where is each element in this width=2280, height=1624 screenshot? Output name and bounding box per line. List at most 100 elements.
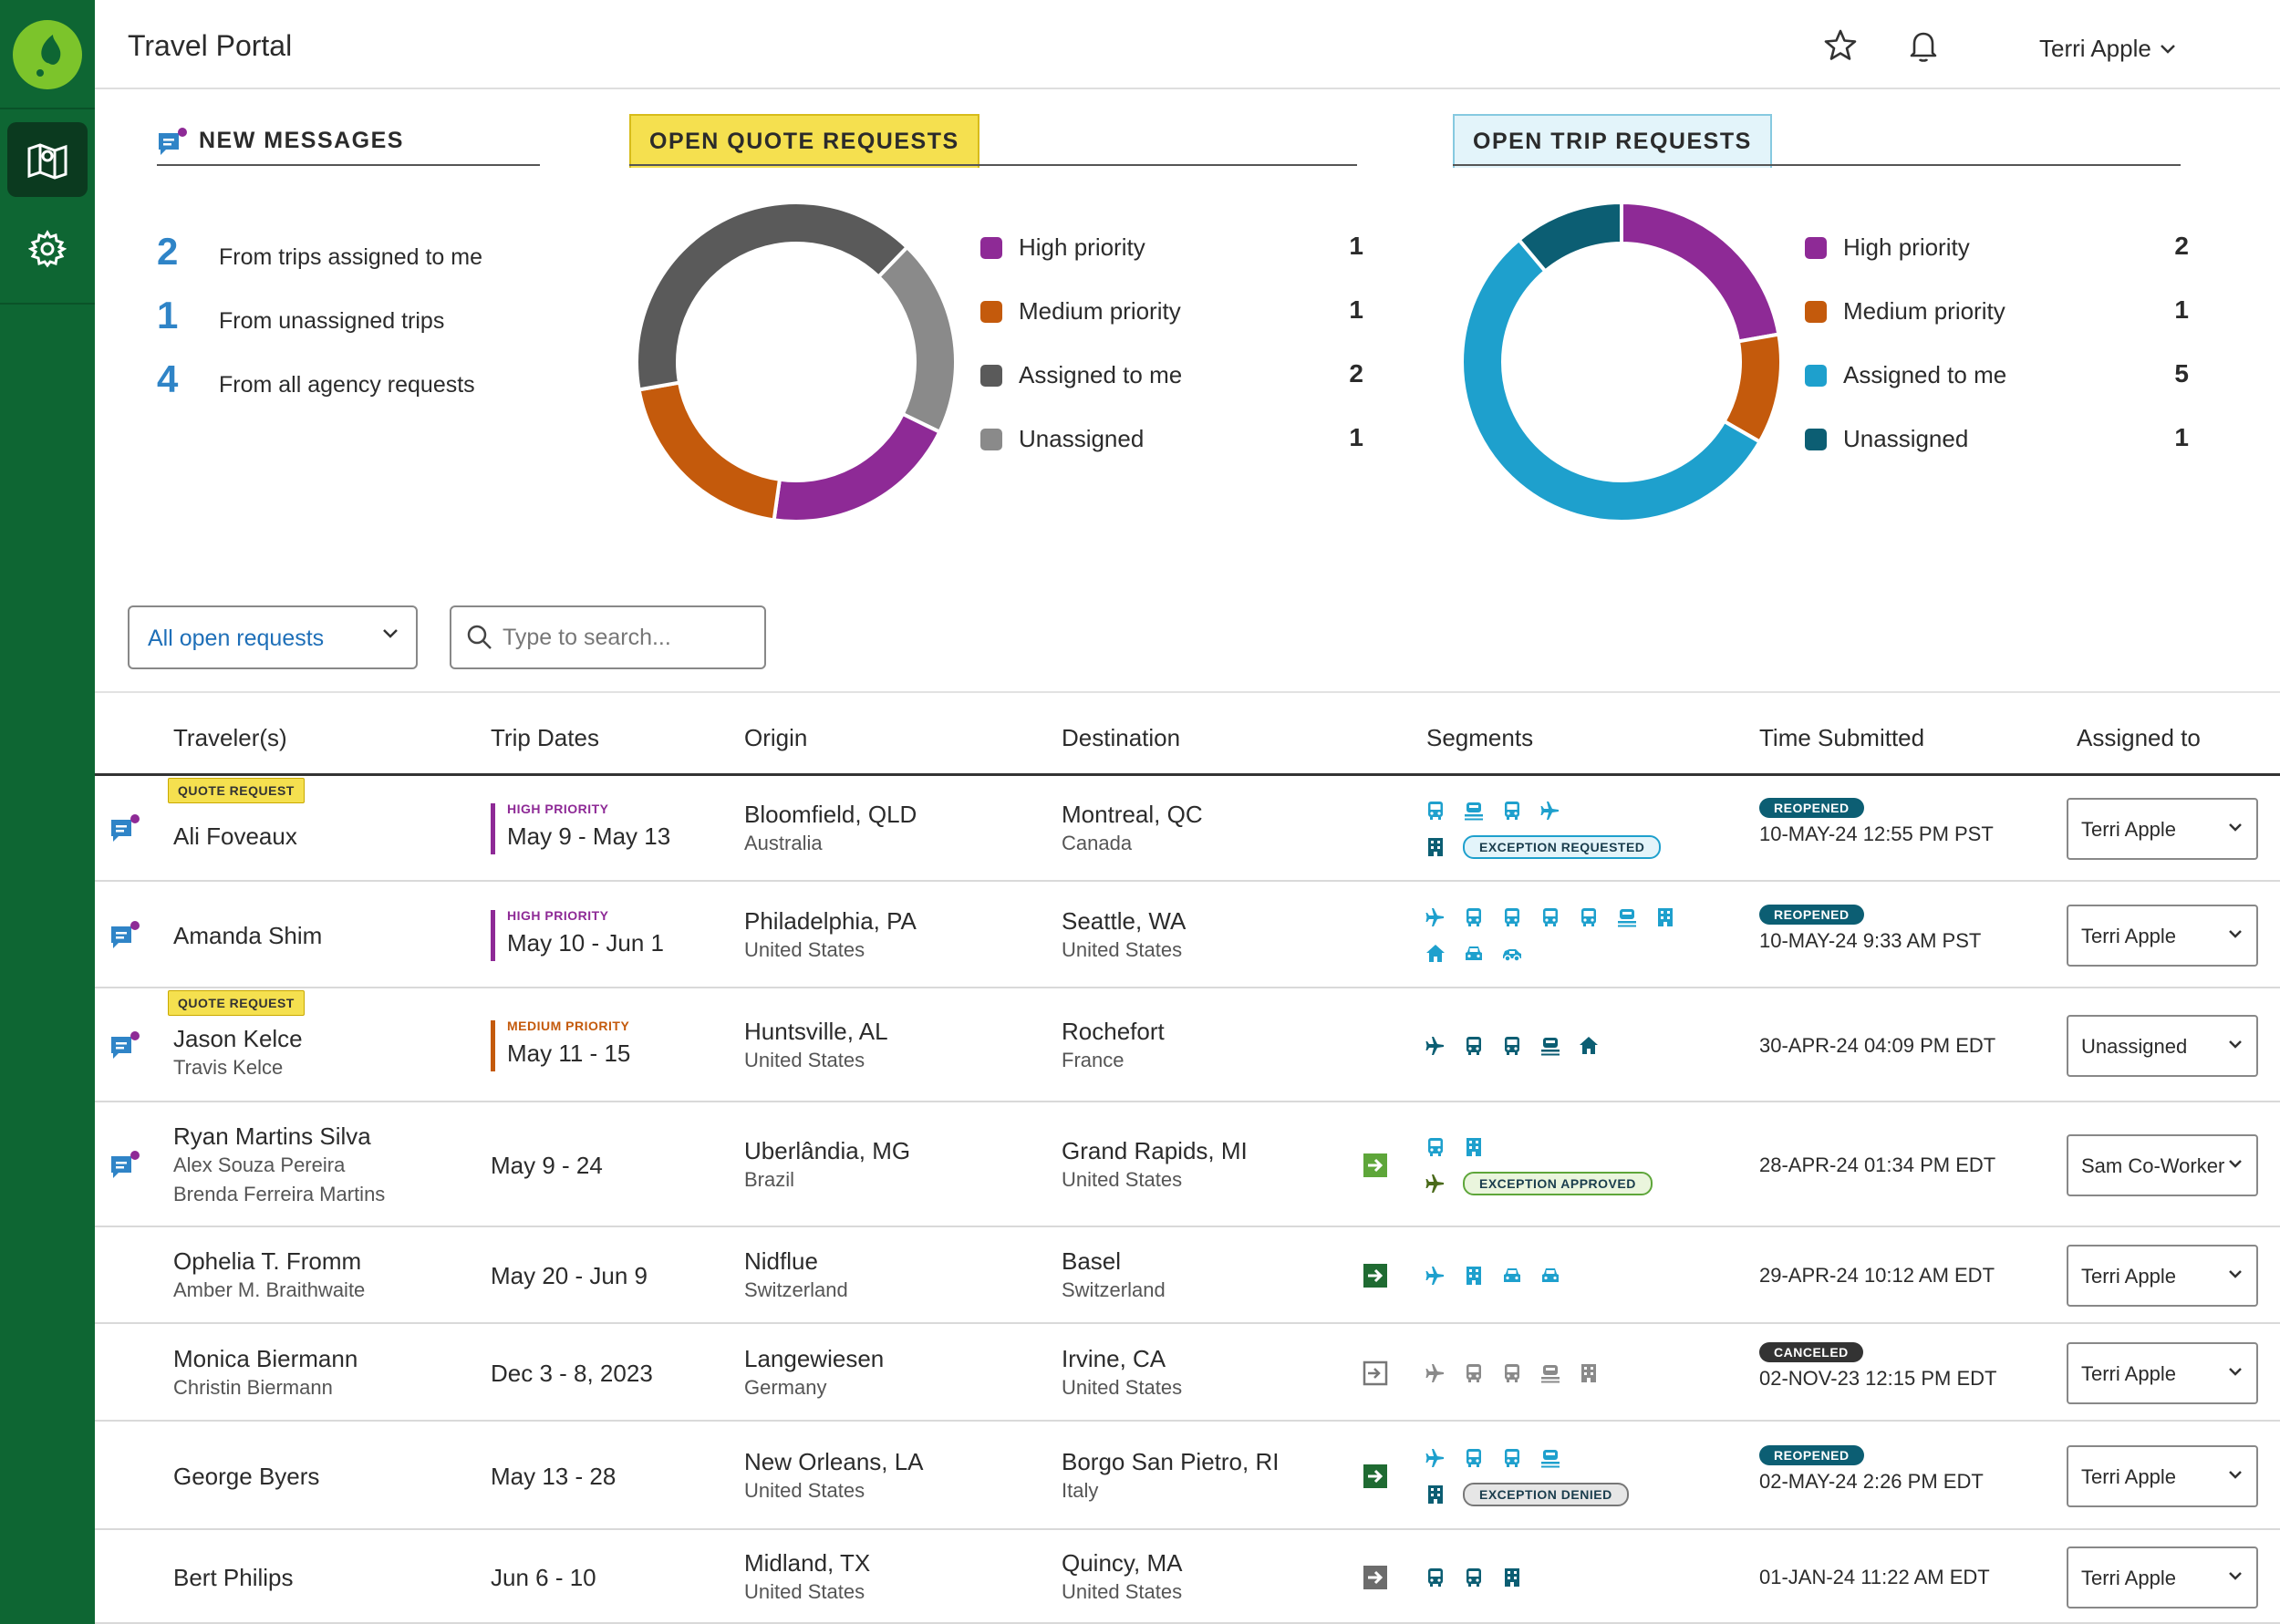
assignee-select[interactable]: Sam Co-Worker	[2067, 1133, 2258, 1196]
chevron-down-icon	[2229, 1571, 2242, 1580]
legend-value: 1	[1349, 423, 1363, 451]
assignee-value: Terri Apple	[2081, 1265, 2176, 1288]
exception-badge: EXCEPTION DENIED	[1463, 1482, 1629, 1506]
assignee-select[interactable]: Terri Apple	[2067, 1245, 2258, 1307]
chevron-down-icon	[2229, 1040, 2242, 1049]
bus-icon	[1505, 1363, 1519, 1382]
donut-slice-high-priority[interactable]	[772, 411, 942, 522]
legend-item[interactable]: High priority	[980, 233, 1145, 262]
assignee-select[interactable]: Unassigned	[2067, 1014, 2258, 1077]
message-summary-row[interactable]: 4 From all agency requests	[157, 357, 475, 401]
legend-item[interactable]: Medium priority	[1805, 297, 2005, 326]
traveler-name[interactable]: Ryan Martins Silva	[173, 1122, 371, 1150]
gear-icon	[28, 230, 67, 268]
trip-donut-chart	[1462, 202, 1781, 522]
assignee-select[interactable]: Terri Apple	[2067, 1444, 2258, 1507]
donut-slice-unassigned[interactable]	[1516, 202, 1623, 274]
hotel-icon	[1658, 907, 1673, 926]
star-icon[interactable]	[1822, 27, 1859, 64]
nav-settings-button[interactable]	[7, 212, 88, 286]
top-header: Travel Portal Terri Apple	[95, 0, 2280, 89]
hotel-icon	[1466, 1137, 1481, 1156]
traveler-name[interactable]: Jason Kelce	[173, 1024, 303, 1052]
user-menu[interactable]: Terri Apple	[2039, 35, 2177, 63]
legend-item[interactable]: Medium priority	[980, 297, 1181, 326]
message-icon[interactable]	[109, 1149, 142, 1182]
donut-slice-unassigned[interactable]	[876, 244, 956, 435]
destination-country: Switzerland	[1062, 1278, 1166, 1301]
donut-slice-medium-priority[interactable]	[637, 380, 782, 522]
table-row[interactable]: Jason Kelce Travis Kelce QUOTE REQUEST MEDI…	[95, 988, 2280, 1102]
table-row[interactable]: Amanda Shim HIGH PRIORITY May 10 - Jun 1 Ph…	[95, 882, 2280, 988]
column-header-assigned-to[interactable]: Assigned to	[2077, 724, 2201, 751]
priority-label: HIGH PRIORITY	[507, 907, 609, 923]
destination-city: Grand Rapids, MI	[1062, 1136, 1248, 1164]
message-icon[interactable]	[109, 812, 142, 845]
assignee-select[interactable]: Terri Apple	[2067, 1341, 2258, 1404]
tab-open-trip-requests[interactable]: OPEN TRIP REQUESTS	[1453, 114, 1772, 168]
message-count: 1	[157, 294, 179, 336]
request-filter-select[interactable]: All open requests	[128, 605, 418, 669]
segment-icon-group	[1425, 1257, 1561, 1294]
legend-item[interactable]: Unassigned	[1805, 425, 1968, 453]
table-row[interactable]: Ophelia T. Fromm Amber M. Braithwaite May …	[95, 1227, 2280, 1324]
travelers-cell: George Byers	[173, 1462, 319, 1491]
message-summary-row[interactable]: 2 From trips assigned to me	[157, 230, 482, 274]
bell-icon[interactable]	[1905, 27, 1942, 64]
legend-value: 1	[1349, 232, 1363, 260]
origin-country: United States	[744, 1478, 865, 1502]
traveler-name[interactable]: Ali Foveaux	[173, 822, 297, 850]
trip-dates: May 13 - 28	[491, 1462, 617, 1490]
segments-cell	[1425, 1559, 1523, 1596]
legend-item[interactable]: Assigned to me	[980, 361, 1182, 389]
column-header-origin[interactable]: Origin	[744, 724, 808, 751]
column-header-travelers[interactable]: Traveler(s)	[173, 724, 287, 751]
assignee-select[interactable]: Terri Apple	[2067, 904, 2258, 967]
table-row[interactable]: Ali Foveaux QUOTE REQUEST HIGH PRIORITY May…	[95, 776, 2280, 882]
table-row[interactable]: Bert Philips Jun 6 - 10 Midland, TX United …	[95, 1530, 2280, 1624]
table-row[interactable]: Ryan Martins Silva Alex Souza Pereira Bren…	[95, 1102, 2280, 1227]
column-header-destination[interactable]: Destination	[1062, 724, 1181, 751]
column-header-time-submitted[interactable]: Time Submitted	[1759, 724, 1925, 751]
time-submitted-cell: 01-JAN-24 11:22 AM EDT	[1759, 1563, 1990, 1592]
tab-open-quote-requests[interactable]: OPEN QUOTE REQUESTS	[629, 114, 979, 168]
table-row[interactable]: Monica Biermann Christin Biermann Dec 3 - …	[95, 1324, 2280, 1422]
legend-item[interactable]: High priority	[1805, 233, 1970, 262]
time-submitted: 01-JAN-24 11:22 AM EDT	[1759, 1565, 1990, 1588]
nav-map-button[interactable]	[7, 122, 88, 197]
assignee-select[interactable]: Terri Apple	[2067, 1546, 2258, 1608]
traveler-name[interactable]: Ophelia T. Fromm	[173, 1247, 362, 1275]
legend-item[interactable]: Assigned to me	[1805, 361, 2006, 389]
donut-slice-high-priority[interactable]	[1620, 202, 1781, 344]
traveler-name[interactable]: George Byers	[173, 1462, 320, 1490]
column-header-trip-dates[interactable]: Trip Dates	[491, 724, 599, 751]
traveler-name[interactable]: Amanda Shim	[173, 921, 323, 949]
legend-item[interactable]: Unassigned	[980, 425, 1144, 453]
traveler-name[interactable]: Monica Biermann	[173, 1344, 358, 1372]
time-submitted-cell: 30-APR-24 04:09 PM EDT	[1759, 1031, 1995, 1060]
table-row[interactable]: George Byers May 13 - 28 New Orleans, LA Un…	[95, 1422, 2280, 1530]
traveler-name[interactable]: Bert Philips	[173, 1563, 294, 1591]
origin-city: Bloomfield, QLD	[744, 801, 917, 828]
search-input[interactable]	[503, 624, 749, 651]
message-summary-row[interactable]: 1 From unassigned trips	[157, 294, 444, 337]
legend-swatch	[1805, 300, 1827, 323]
assignee-value: Terri Apple	[2081, 924, 2176, 947]
donut-slice-assigned-to-me[interactable]	[1462, 237, 1763, 522]
destination-cell: Quincy, MA United States	[1062, 1548, 1182, 1607]
origin-city: New Orleans, LA	[744, 1447, 924, 1475]
chevron-down-icon	[383, 629, 398, 638]
assignee-select[interactable]: Terri Apple	[2067, 798, 2258, 860]
message-icon[interactable]	[109, 1029, 142, 1062]
message-icon[interactable]	[109, 919, 142, 952]
segment-icon-group	[1425, 1559, 1523, 1596]
destination-city: Rochefort	[1062, 1017, 1165, 1045]
destination-country: United States	[1062, 937, 1183, 961]
bus-icon	[1466, 1448, 1481, 1467]
segments-cell	[1425, 1028, 1600, 1064]
column-header-segments[interactable]: Segments	[1426, 724, 1534, 751]
legend-label: Unassigned	[1019, 425, 1145, 452]
bus-icon	[1466, 1567, 1481, 1587]
donut-slice-assigned-to-me[interactable]	[637, 202, 910, 392]
trip-dates: May 20 - Jun 9	[491, 1262, 648, 1289]
